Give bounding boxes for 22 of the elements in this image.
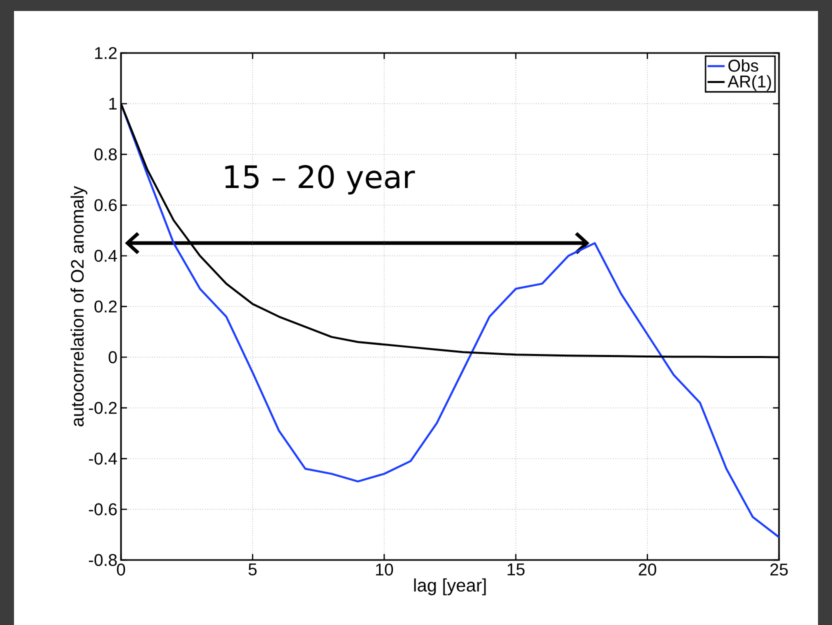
y-tick-label: -0.4: [88, 452, 117, 465]
x-tick-label: 5: [248, 564, 257, 576]
x-tick-label: 0: [116, 564, 126, 576]
y-tick-label: 0.8: [94, 148, 117, 160]
y-tick-label: 0.4: [94, 250, 117, 262]
y-axis-title: autocorrelation of O2 anomaly: [70, 186, 88, 426]
y-tick-label: 0.6: [94, 199, 117, 212]
x-tick-label: 25: [770, 564, 788, 576]
x-axis-title: lag [year]: [414, 578, 486, 596]
y-tick-label: 1: [109, 98, 117, 110]
legend-label: AR(1): [728, 75, 771, 91]
y-tick-label: -0.8: [88, 554, 117, 566]
y-tick-label: 1.2: [95, 47, 117, 59]
annotation: 15 – 20 year: [225, 165, 415, 194]
x-tick-label: 10: [376, 564, 393, 576]
x-tick-label: 20: [638, 564, 656, 576]
y-tick-label: -0.2: [88, 402, 117, 414]
y-tick-label: 0.2: [94, 300, 117, 313]
x-tick-label: 15: [508, 564, 525, 576]
legend-label: Obs: [728, 59, 758, 72]
y-tick-label: -0.6: [88, 503, 117, 516]
y-tick-label: 0: [108, 351, 117, 364]
